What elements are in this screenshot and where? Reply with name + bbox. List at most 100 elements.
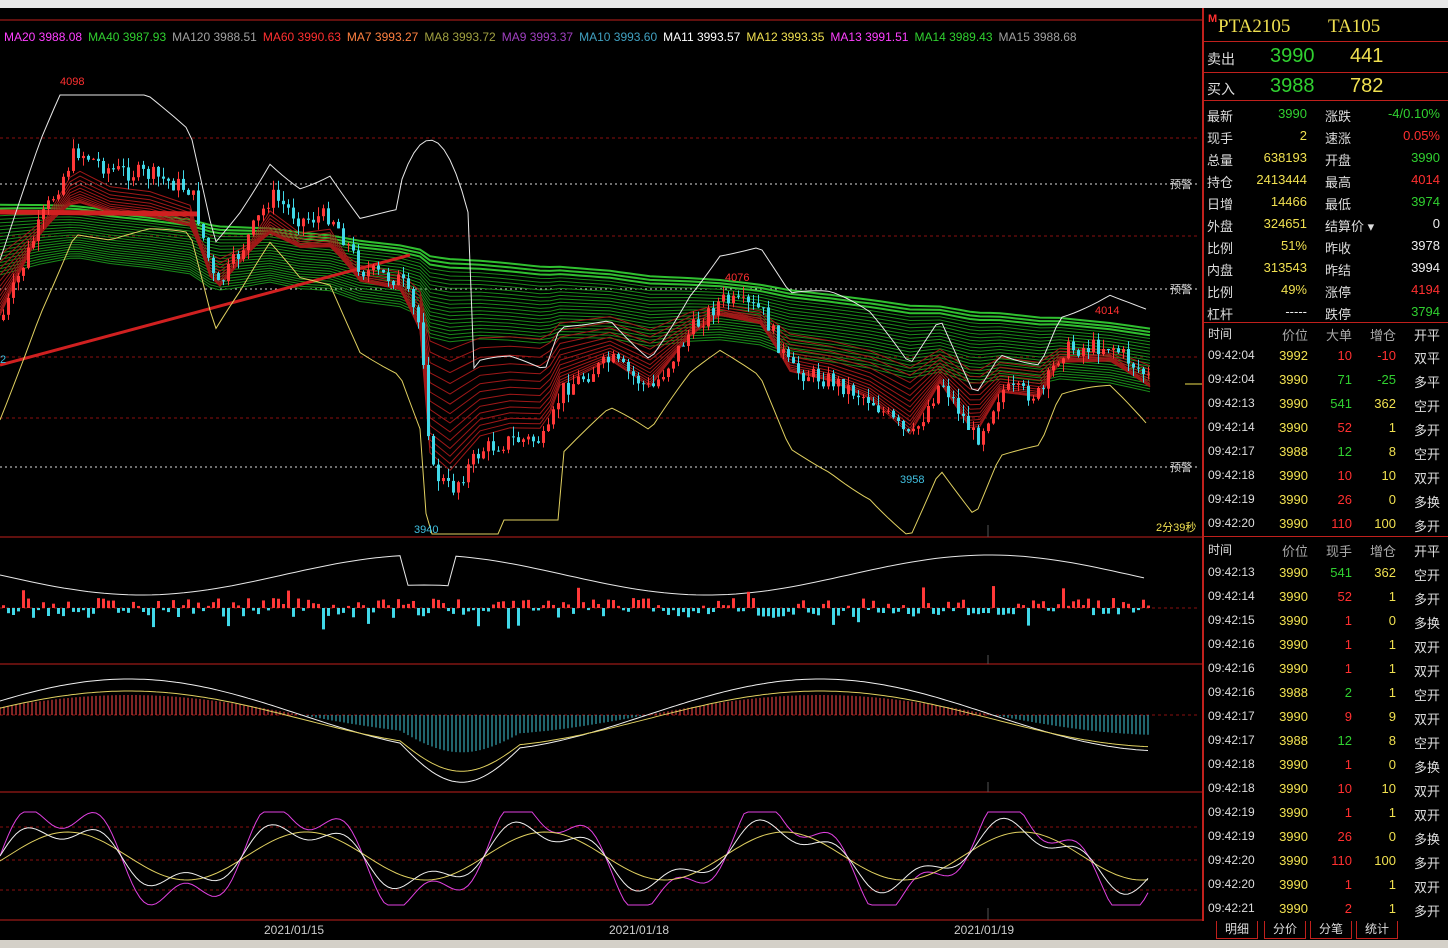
candle-body [552, 409, 555, 425]
stat-label: 最低 [1325, 197, 1352, 212]
candle-body [727, 294, 730, 304]
volume-bar [787, 608, 790, 612]
tick-row[interactable]: 09:42:17 3990 9 9 双开 [1208, 709, 1440, 727]
candle-body [992, 411, 995, 424]
candle-body [867, 397, 870, 403]
candle-body [187, 189, 190, 195]
volume-bar [582, 602, 585, 608]
stat-label: 昨结 [1325, 263, 1352, 278]
candle-body [922, 422, 925, 427]
candle-body [337, 221, 340, 229]
volume-bar [22, 590, 25, 609]
stat-row: 最新 3990 涨跌 -4/0.10% [1204, 103, 1448, 125]
label-peak-4076: 4076 [725, 272, 749, 284]
ask-price: 3990 [1270, 45, 1315, 67]
candle-body [892, 410, 895, 418]
tick-row[interactable]: 09:42:20 3990 1 1 双开 [1208, 877, 1440, 895]
stat-label: 涨停 [1325, 285, 1352, 300]
tab-ticks[interactable]: 分笔 [1310, 921, 1353, 939]
candle-body [147, 168, 150, 179]
tick-row[interactable]: 09:42:18 3990 1 0 多换 [1208, 757, 1440, 775]
volume-bar [42, 602, 45, 609]
tick-row[interactable]: 09:42:15 3990 1 0 多换 [1208, 613, 1440, 631]
ma-line [0, 246, 1151, 379]
volume-bar [807, 608, 810, 613]
volume-bar [912, 608, 915, 617]
candle-body [1102, 349, 1105, 355]
candle-body [987, 423, 990, 432]
volume-bar [947, 601, 950, 609]
volume-bar [492, 604, 495, 609]
volume-bar [497, 601, 500, 608]
volume-bar [347, 605, 350, 609]
stat-label: 内盘 [1207, 263, 1234, 278]
tick-row[interactable]: 09:42:21 3990 2 1 多开 [1208, 901, 1440, 919]
volume-bar [727, 605, 730, 609]
stat-value: 51% [1280, 238, 1307, 253]
candle-body [102, 161, 105, 174]
volume-bar [487, 608, 490, 612]
tab-stats[interactable]: 统计 [1356, 921, 1399, 939]
tick-row[interactable]: 09:42:16 3988 2 1 空开 [1208, 685, 1440, 703]
tick-row[interactable]: 09:42:04 3990 71 -25 多平 [1208, 372, 1440, 390]
ma-line [0, 231, 1151, 361]
volume-bar [137, 605, 140, 609]
volume-bar [972, 608, 975, 614]
tick-row[interactable]: 09:42:13 3990 541 362 空开 [1208, 396, 1440, 414]
tick-row[interactable]: 09:42:18 3990 10 10 双开 [1208, 781, 1440, 799]
candle-body [107, 168, 110, 174]
tick-row[interactable]: 09:42:16 3990 1 1 双开 [1208, 637, 1440, 655]
tick-row[interactable]: 09:42:14 3990 52 1 多开 [1208, 420, 1440, 438]
candle-body [32, 241, 35, 248]
tick-row[interactable]: 09:42:16 3990 1 1 双开 [1208, 661, 1440, 679]
tick-row[interactable]: 09:42:18 3990 10 10 双开 [1208, 468, 1440, 486]
candle-body [467, 464, 470, 483]
tick-row[interactable]: 09:42:20 3990 110 100 多开 [1208, 853, 1440, 871]
tick-row[interactable]: 09:42:19 3990 26 0 多换 [1208, 829, 1440, 847]
volume-bar [332, 604, 335, 609]
tick-row[interactable]: 09:42:17 3988 12 8 空开 [1208, 444, 1440, 462]
volume-ma [0, 554, 1145, 596]
contract-title[interactable]: M PTA2105 TA105 [1204, 8, 1448, 42]
tick-row[interactable]: 09:42:20 3990 110 100 多开 [1208, 516, 1440, 534]
tick-row[interactable]: 09:42:13 3990 541 362 空开 [1208, 565, 1440, 583]
candle-body [857, 395, 860, 398]
candle-body [912, 428, 915, 432]
tick-row[interactable]: 09:42:19 3990 26 0 多换 [1208, 492, 1440, 510]
ma-line [0, 239, 1151, 370]
stat-row: 持仓 2413444 最高 4014 [1204, 169, 1448, 191]
volume-bar [32, 608, 35, 618]
tick-row[interactable]: 09:42:17 3988 12 8 空开 [1208, 733, 1440, 751]
candle-body [477, 453, 480, 459]
tab-detail[interactable]: 明细 [1216, 921, 1259, 939]
candle-body [162, 176, 165, 179]
tick-row[interactable]: 09:42:04 3992 10 -10 双平 [1208, 348, 1440, 366]
candle-body [997, 402, 1000, 412]
volume-bar [147, 608, 150, 616]
tick-row[interactable]: 09:42:19 3990 1 1 双开 [1208, 805, 1440, 823]
candle-body [327, 208, 330, 225]
tab-price[interactable]: 分价 [1264, 921, 1307, 939]
volume-bar [157, 600, 160, 608]
ask-row: 卖出 3990 441 [1204, 44, 1448, 70]
ma-legend-item: MA11 3993.57 [663, 30, 741, 44]
candle-body [832, 373, 835, 387]
quote-panel: M PTA2105 TA105 卖出 3990 441 买入 3988 782 … [1202, 8, 1448, 921]
volume-bar [12, 608, 15, 615]
candle-body [437, 464, 440, 482]
volume-bar [447, 608, 450, 612]
volume-bar [412, 600, 415, 608]
candle-body [462, 482, 465, 484]
stat-label: 比例 [1207, 241, 1234, 256]
stat-value: 3978 [1411, 238, 1440, 253]
volume-bar [1112, 598, 1115, 609]
candle-body [707, 308, 710, 327]
candle-body [717, 301, 720, 316]
volume-bar [317, 603, 320, 609]
stat-label: 比例 [1207, 285, 1234, 300]
kdj-j [0, 811, 1149, 906]
tick-row[interactable]: 09:42:14 3990 52 1 多开 [1208, 589, 1440, 607]
candle-body [607, 356, 610, 363]
kline-chart-svg[interactable]: 预警 预警 预警 4098 3940 4076 3958 4014 2 2分39… [0, 8, 1202, 921]
kline-chart-area[interactable]: 预警 预警 预警 4098 3940 4076 3958 4014 2 2分39… [0, 8, 1202, 921]
